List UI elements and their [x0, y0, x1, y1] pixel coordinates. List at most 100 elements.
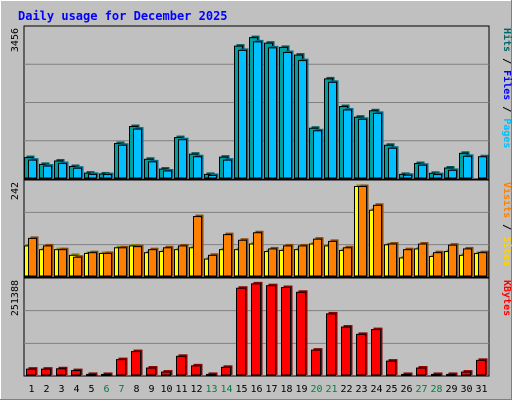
y-max-label-bottom: 251388: [10, 280, 21, 316]
legend-entry: KBytes: [501, 280, 512, 316]
bar-visits: [178, 243, 189, 277]
legend-entry: Sites: [501, 236, 512, 266]
bar-visits: [43, 243, 54, 277]
bar-visits: [358, 184, 369, 277]
bar-kbytes: [401, 372, 413, 376]
bar-pages: [253, 39, 264, 179]
bar-visits: [268, 246, 279, 277]
bar-kbytes: [281, 285, 293, 376]
bar-kbytes: [116, 357, 128, 376]
bar-visits: [118, 245, 129, 277]
day-label: 22: [340, 384, 352, 395]
day-label: 5: [88, 384, 94, 395]
day-labels: 1 2 3 4 5 6 7 8 9 10 11 12 13 14 15 16 17 18 19 20 21 22 23 24 2…: [28, 384, 487, 395]
day-label: 11: [175, 384, 187, 395]
day-label: 14: [220, 384, 232, 395]
day-label: 4: [73, 384, 79, 395]
day-label: 2: [43, 384, 49, 395]
y-max-label-middle: 242: [10, 182, 21, 200]
day-label: 26: [400, 384, 412, 395]
bar-pages: [133, 127, 144, 179]
day-label: 27: [415, 384, 427, 395]
legend-entry: Files: [501, 70, 512, 100]
day-label: 31: [475, 384, 487, 395]
bar-pages: [373, 111, 384, 179]
day-label: 20: [310, 384, 322, 395]
y-max-label-top: 3456: [10, 28, 21, 52]
bar-kbytes: [431, 372, 443, 376]
day-label: 13: [205, 384, 217, 395]
bar-kbytes: [206, 372, 218, 376]
bar-visits: [388, 242, 399, 277]
bar-pages: [433, 172, 444, 179]
legend-top: Hits / Files / Pages: [501, 28, 512, 148]
bar-visits: [283, 243, 294, 277]
bar-pages: [103, 172, 114, 179]
legend-separator: /: [501, 100, 512, 118]
bar-visits: [73, 255, 84, 277]
bar-pages: [238, 48, 249, 179]
bar-pages: [88, 172, 99, 179]
bar-visits: [463, 246, 474, 277]
bar-kbytes: [416, 366, 428, 376]
bar-kbytes: [326, 311, 338, 376]
bar-pages: [223, 158, 234, 179]
bar-pages: [403, 173, 414, 179]
bar-pages: [358, 117, 369, 179]
bar-pages: [43, 164, 54, 179]
day-label: 17: [265, 384, 277, 395]
day-label: 8: [133, 384, 139, 395]
bar-kbytes: [341, 325, 353, 376]
bar-visits: [103, 251, 114, 277]
legend-entry: Pages: [501, 118, 512, 148]
day-label: 25: [385, 384, 397, 395]
bar-visits: [433, 250, 444, 277]
bar-pages: [163, 168, 174, 179]
bar-kbytes: [71, 368, 83, 376]
bar-kbytes: [446, 372, 458, 376]
bar-visits: [58, 247, 69, 277]
day-label: 28: [430, 384, 442, 395]
bar-kbytes: [251, 281, 263, 376]
bar-kbytes: [461, 370, 473, 376]
day-label: 30: [460, 384, 472, 395]
day-label: 24: [370, 384, 382, 395]
legend-middle: Visits / Sites: [501, 182, 512, 266]
bar-visits: [253, 230, 264, 277]
bar-visits: [343, 245, 354, 277]
day-label: 7: [118, 384, 124, 395]
bar-kbytes: [131, 349, 143, 376]
day-label: 10: [160, 384, 172, 395]
bar-pages: [478, 154, 489, 179]
bar-pages: [298, 58, 309, 179]
bar-pages: [28, 158, 39, 179]
panel-middle: 242 Visits / Sites: [10, 179, 512, 278]
day-label: 16: [250, 384, 262, 395]
bar-visits: [148, 247, 159, 277]
bar-kbytes: [101, 372, 113, 376]
legend-separator: /: [501, 218, 512, 236]
bar-pages: [418, 163, 429, 179]
bar-kbytes: [26, 367, 38, 376]
bar-pages: [448, 168, 459, 179]
bar-kbytes: [146, 366, 158, 376]
bar-pages: [118, 143, 129, 179]
bar-visits: [313, 237, 324, 277]
bar-pages: [208, 173, 219, 179]
legend-entry: Hits: [501, 28, 512, 52]
bar-kbytes: [266, 283, 278, 376]
bar-visits: [418, 242, 429, 277]
legend-entry: Visits: [501, 182, 512, 218]
bar-pages: [463, 154, 474, 179]
legend-bottom: KBytes: [501, 280, 512, 316]
bar-visits: [193, 214, 204, 277]
bar-kbytes: [161, 370, 173, 376]
bar-visits: [328, 239, 339, 277]
bar-visits: [133, 244, 144, 277]
bar-visits: [208, 253, 219, 277]
day-label: 12: [190, 384, 202, 395]
day-label: 18: [280, 384, 292, 395]
bar-kbytes: [476, 358, 488, 376]
bar-visits: [478, 250, 489, 277]
